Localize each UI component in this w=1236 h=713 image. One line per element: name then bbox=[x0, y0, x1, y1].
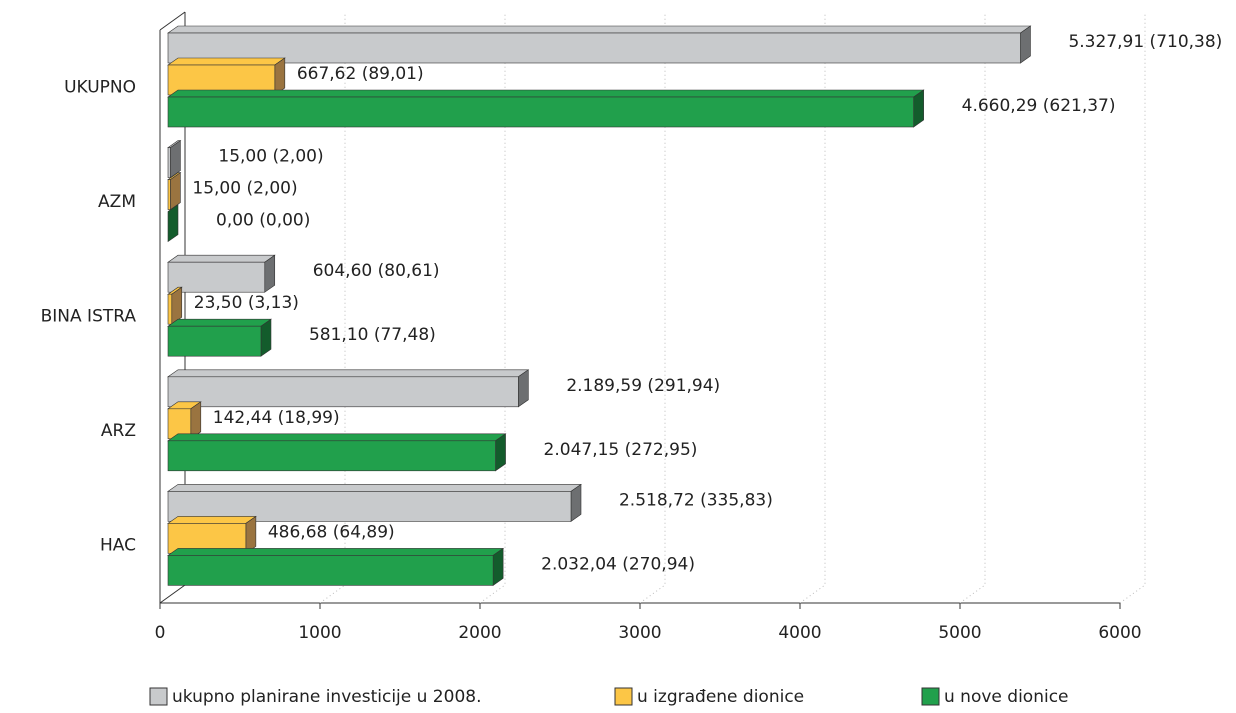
bar bbox=[167, 96, 914, 128]
bar bbox=[167, 147, 171, 178]
legend-label: u izgrađene dionice bbox=[637, 687, 804, 707]
category-label: ARZ bbox=[101, 421, 136, 441]
bar bbox=[167, 376, 519, 408]
bar-top bbox=[167, 89, 925, 98]
x-tick-label: 5000 bbox=[938, 623, 981, 643]
bar bbox=[167, 261, 266, 293]
value-label: 15,00 (2,00) bbox=[218, 147, 323, 167]
value-label: 142,44 (18,99) bbox=[213, 408, 340, 428]
value-label: 486,68 (64,89) bbox=[268, 522, 395, 542]
value-label: 23,50 (3,13) bbox=[194, 293, 299, 313]
bar-top bbox=[167, 516, 257, 524]
bar bbox=[167, 440, 496, 472]
legend-label: u nove dionice bbox=[944, 687, 1069, 707]
grid-line bbox=[799, 12, 826, 604]
value-label: 2.032,04 (270,94) bbox=[541, 554, 695, 574]
bar-side bbox=[167, 204, 179, 243]
value-label: 2.518,72 (335,83) bbox=[619, 490, 773, 510]
bar bbox=[167, 555, 494, 586]
value-label: 667,62 (89,01) bbox=[297, 64, 424, 84]
bar-top bbox=[167, 254, 276, 263]
value-label: 0,00 (0,00) bbox=[216, 211, 310, 231]
bar bbox=[167, 325, 262, 357]
value-label: 5.327,91 (710,38) bbox=[1068, 32, 1222, 52]
value-label: 15,00 (2,00) bbox=[192, 179, 297, 199]
category-label: HAC bbox=[100, 536, 136, 556]
grid-line bbox=[1119, 12, 1146, 604]
x-tick-label: 6000 bbox=[1098, 623, 1141, 643]
bar-top bbox=[167, 548, 505, 556]
x-tick-label: 1000 bbox=[298, 623, 341, 643]
grid-line bbox=[319, 12, 346, 604]
bar-top bbox=[167, 25, 1032, 34]
category-label: AZM bbox=[98, 192, 136, 212]
bar-top bbox=[167, 369, 530, 378]
grid-line bbox=[639, 12, 666, 604]
bar bbox=[167, 32, 1021, 64]
value-label: 604,60 (80,61) bbox=[313, 261, 440, 281]
legend-swatch bbox=[921, 687, 940, 706]
grid-line bbox=[959, 12, 986, 604]
bar-top bbox=[167, 318, 272, 327]
legend-label: ukupno planirane investicije u 2008. bbox=[172, 687, 481, 707]
bar bbox=[167, 179, 171, 210]
bar-top bbox=[167, 484, 582, 492]
x-tick-label: 4000 bbox=[778, 623, 821, 643]
value-label: 2.047,15 (272,95) bbox=[544, 440, 698, 460]
value-label: 581,10 (77,48) bbox=[309, 325, 436, 345]
legend-swatch bbox=[149, 687, 168, 706]
x-tick-label: 2000 bbox=[458, 623, 501, 643]
bar-top bbox=[167, 57, 286, 66]
x-tick-label: 3000 bbox=[618, 623, 661, 643]
value-label: 2.189,59 (291,94) bbox=[566, 376, 720, 396]
category-label: UKUPNO bbox=[64, 77, 136, 97]
grid-line bbox=[479, 12, 506, 604]
value-label: 4.660,29 (621,37) bbox=[962, 96, 1116, 116]
bar-top bbox=[167, 433, 507, 442]
category-label: BINA ISTRA bbox=[41, 307, 137, 327]
bar bbox=[167, 293, 173, 325]
legend-swatch bbox=[614, 687, 633, 706]
x-tick-label: 0 bbox=[155, 623, 166, 643]
